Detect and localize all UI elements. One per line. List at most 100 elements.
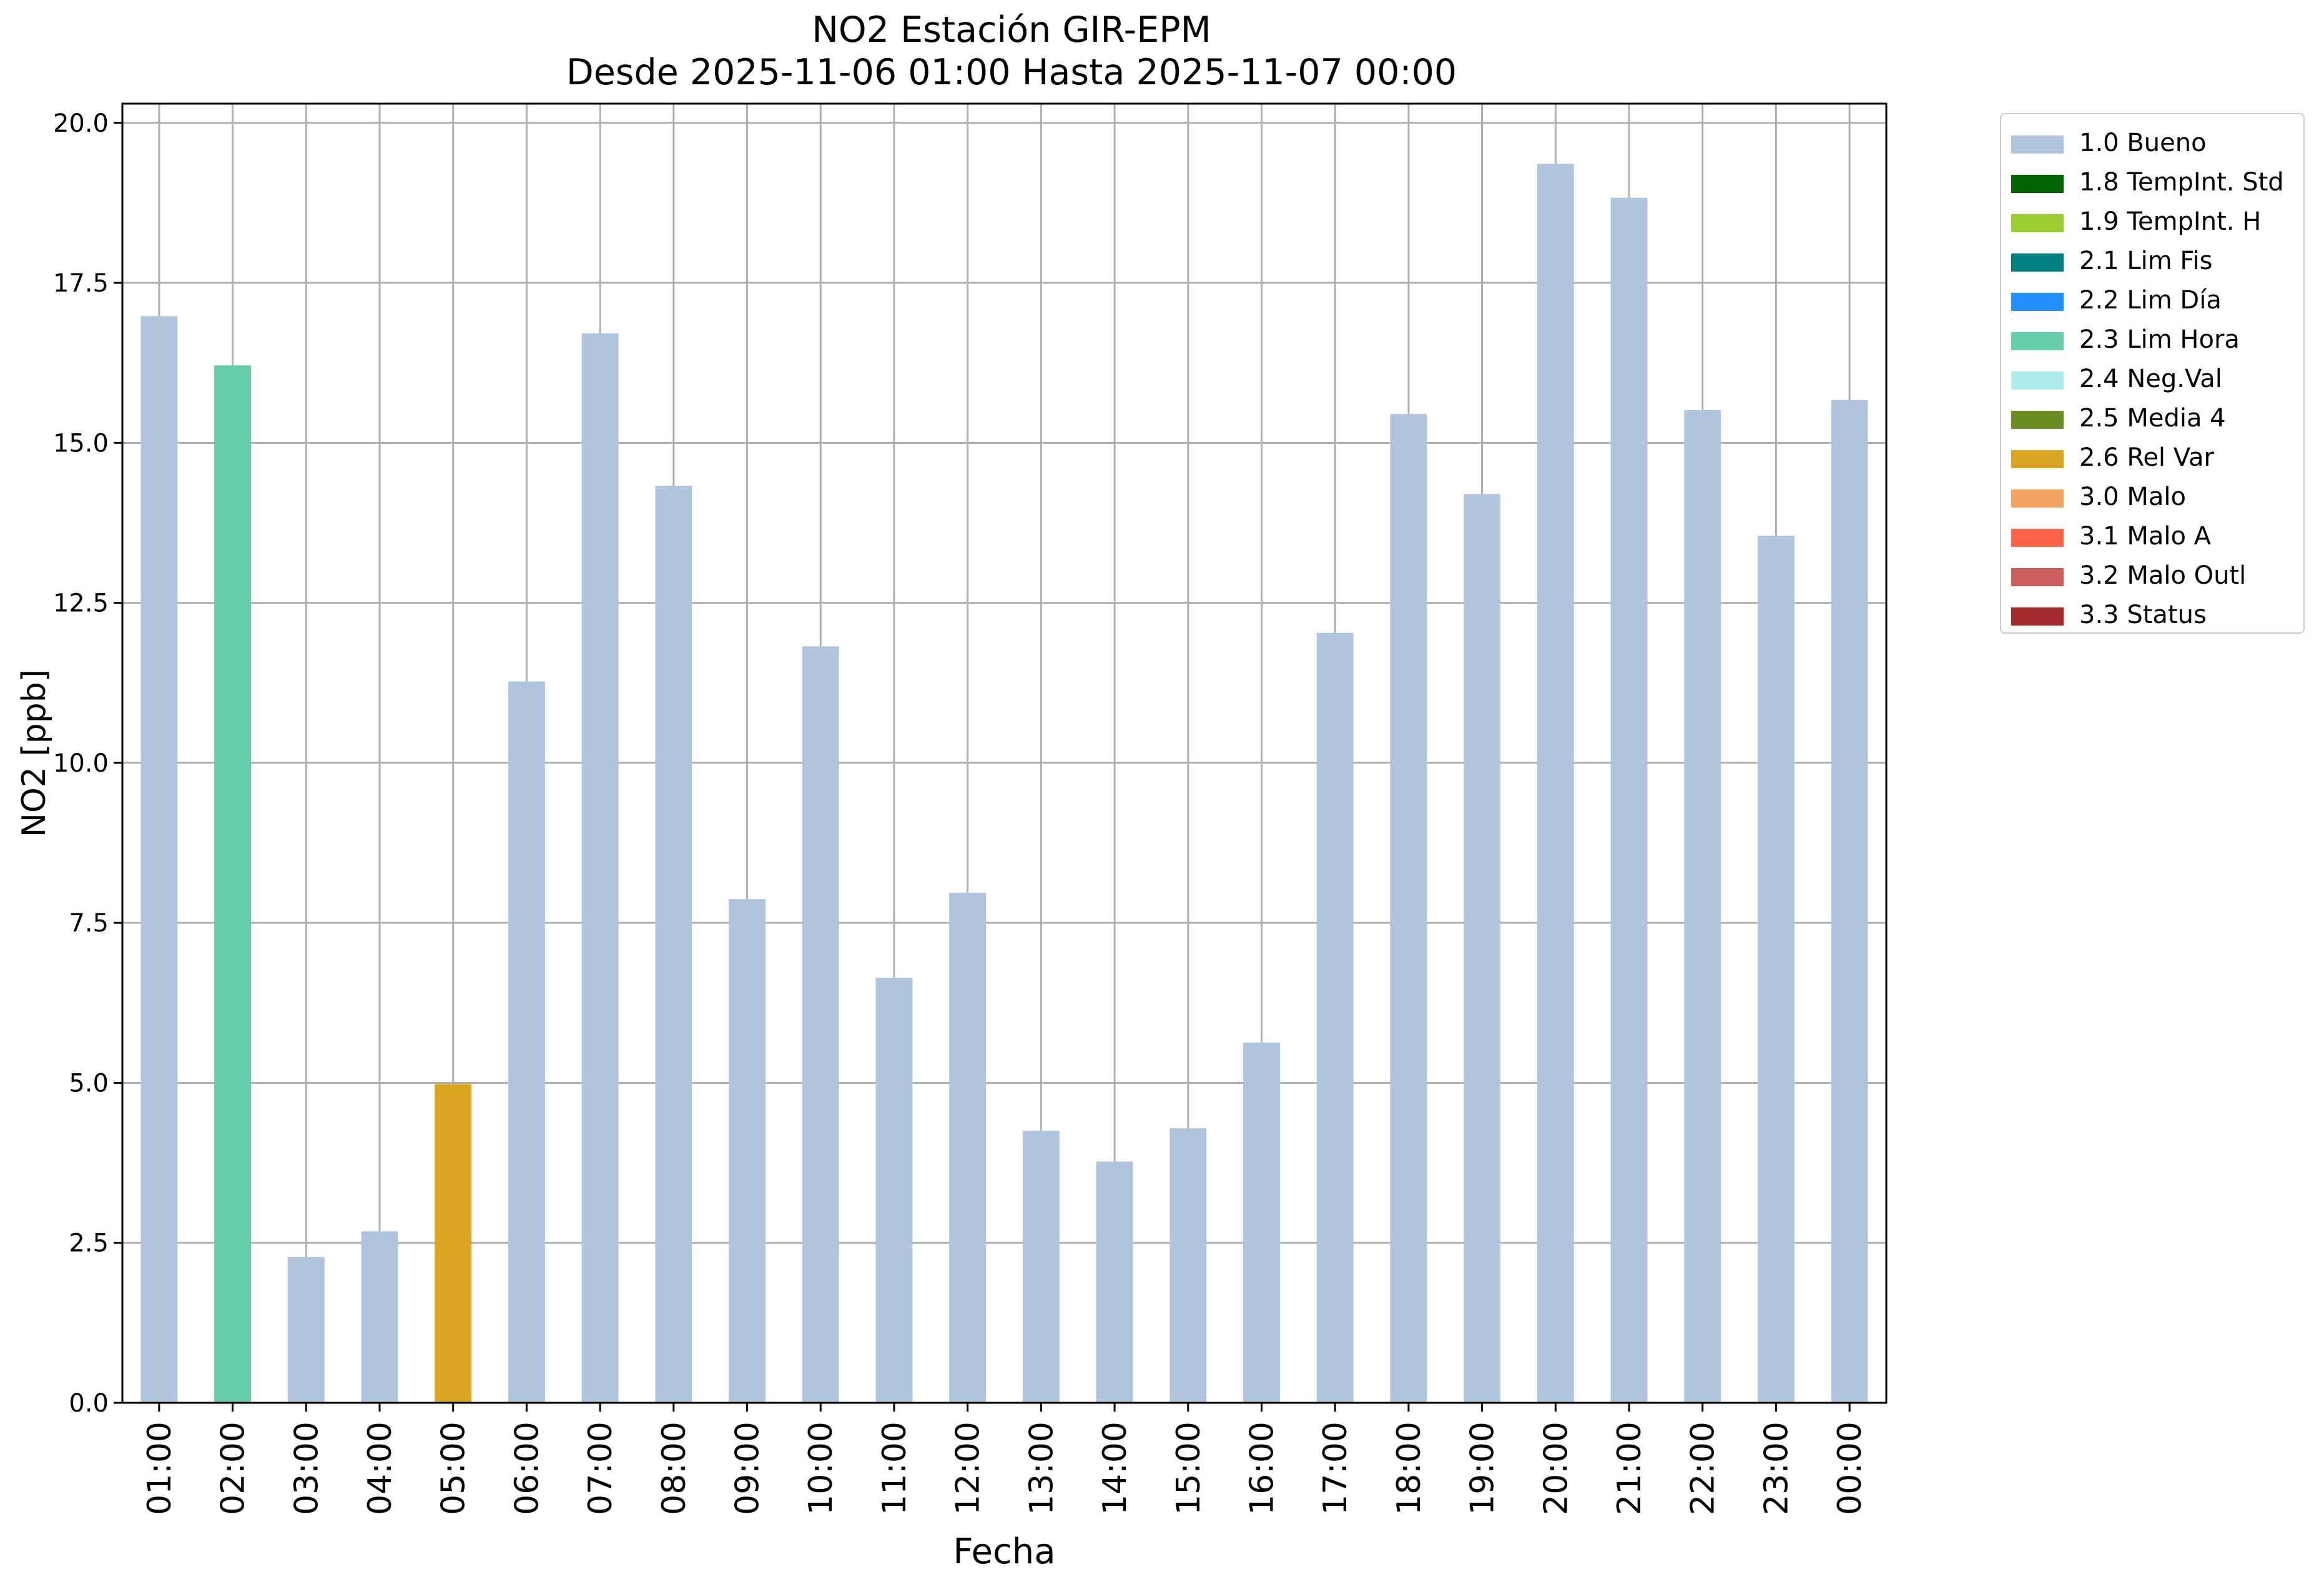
y-axis-label: NO2 [ppb] (16, 669, 53, 837)
bar-1800 (1390, 414, 1427, 1403)
legend-label: 3.0 Malo (2079, 483, 2186, 511)
x-tick-label: 11:00 (876, 1422, 913, 1515)
bar-0700 (581, 333, 619, 1403)
legend-item: 2.4 Neg.Val (2001, 359, 2303, 396)
bar-1300 (1022, 1131, 1060, 1403)
x-tick-label: 13:00 (1023, 1422, 1060, 1515)
bar-0200 (214, 365, 251, 1403)
x-tick-label: 03:00 (288, 1422, 325, 1515)
legend-item: 3.3 Status (2001, 595, 2303, 632)
legend-item: 3.1 Malo A (2001, 516, 2303, 554)
x-tick-label: 19:00 (1464, 1422, 1502, 1515)
legend-swatch (2011, 253, 2064, 272)
legend-label: 2.6 Rel Var (2079, 443, 2214, 472)
legend-item: 3.2 Malo Outl (2001, 556, 2303, 593)
legend-label: 3.2 Malo Outl (2079, 561, 2247, 590)
bar-1900 (1464, 494, 1501, 1403)
bar-0600 (508, 681, 545, 1403)
legend-label: 1.8 TempInt. Std (2079, 168, 2284, 197)
x-tick-label: 23:00 (1758, 1422, 1795, 1515)
x-tick-label: 05:00 (435, 1422, 473, 1515)
bar-2000 (1537, 164, 1574, 1403)
bar-2300 (1758, 535, 1795, 1403)
x-tick-label: 01:00 (141, 1422, 179, 1515)
x-tick-label: 14:00 (1096, 1422, 1134, 1515)
bar-0800 (655, 485, 692, 1403)
bar-1500 (1169, 1128, 1207, 1403)
legend-item: 2.6 Rel Var (2001, 438, 2303, 475)
bar-1700 (1316, 632, 1354, 1403)
x-tick-label: 09:00 (729, 1422, 767, 1515)
bar-2200 (1684, 410, 1721, 1403)
bar-0300 (287, 1257, 325, 1403)
x-tick-label: 12:00 (950, 1422, 987, 1515)
x-tick-label: 07:00 (582, 1422, 619, 1515)
bar-2100 (1610, 197, 1648, 1403)
legend: 1.0 Bueno 1.8 TempInt. Std 1.9 TempInt. H 2… (2000, 113, 2305, 634)
x-axis-label: Fecha (953, 1531, 1055, 1572)
bar-1200 (949, 892, 987, 1403)
y-tick-label: 2.5 (69, 1229, 109, 1258)
x-tick-label: 08:00 (656, 1422, 693, 1515)
legend-item: 1.9 TempInt. H (2001, 202, 2303, 239)
y-tick-label: 0.0 (69, 1389, 109, 1418)
legend-swatch (2011, 607, 2064, 626)
legend-swatch (2011, 489, 2064, 508)
y-tick-label: 7.5 (69, 909, 109, 938)
y-tick-label: 15.0 (53, 429, 109, 458)
legend-item: 3.0 Malo (2001, 477, 2303, 514)
x-ticks: 01:00 02:00 03:00 04:00 05:00 06:00 07:00 08:00… (141, 1403, 1869, 1515)
legend-swatch (2011, 332, 2064, 350)
legend-label: 2.2 Lim Día (2079, 286, 2222, 315)
y-tick-label: 5.0 (69, 1069, 109, 1098)
legend-label: 1.9 TempInt. H (2079, 207, 2262, 236)
bar-1100 (875, 978, 913, 1403)
y-ticks: 0.0 2.5 5.0 7.5 10.0 12.5 15.0 17.5 20.0 (53, 109, 122, 1418)
chart-subtitle: Desde 2025-11-06 01:00 Hasta 2025-11-07 … (566, 52, 1457, 93)
legend-swatch (2011, 135, 2064, 154)
legend-swatch (2011, 371, 2064, 390)
legend-swatch (2011, 214, 2064, 232)
y-tick-label: 12.5 (53, 589, 109, 618)
x-tick-label: 04:00 (362, 1422, 399, 1515)
chart-title: NO2 Estación GIR-EPM (812, 9, 1211, 51)
bar-0500 (435, 1084, 472, 1403)
legend-swatch (2011, 529, 2064, 547)
bar-0400 (361, 1231, 398, 1403)
legend-label: 2.4 Neg.Val (2079, 365, 2222, 393)
legend-label: 3.3 Status (2079, 601, 2207, 629)
x-tick-label: 22:00 (1685, 1422, 1722, 1515)
y-tick-label: 10.0 (53, 749, 109, 778)
legend-swatch (2011, 568, 2064, 586)
bar-1400 (1096, 1161, 1133, 1403)
legend-item: 1.8 TempInt. Std (2001, 162, 2303, 200)
legend-item: 2.5 Media 4 (2001, 398, 2303, 436)
legend-item: 2.2 Lim Día (2001, 280, 2303, 318)
x-tick-label: 16:00 (1243, 1422, 1281, 1515)
legend-label: 2.1 Lim Fis (2079, 247, 2213, 275)
bar-0000 (1831, 400, 1868, 1403)
legend-item: 2.3 Lim Hora (2001, 320, 2303, 357)
x-tick-label: 00:00 (1831, 1422, 1869, 1515)
legend-item: 1.0 Bueno (2001, 123, 2303, 160)
y-tick-label: 20.0 (53, 109, 109, 138)
legend-swatch (2011, 450, 2064, 468)
legend-swatch (2011, 293, 2064, 311)
bars (140, 164, 1868, 1403)
legend-swatch (2011, 175, 2064, 193)
bar-1600 (1243, 1042, 1280, 1403)
legend-swatch (2011, 411, 2064, 429)
bar-0100 (140, 316, 178, 1403)
x-tick-label: 10:00 (802, 1422, 840, 1515)
legend-label: 1.0 Bueno (2079, 129, 2207, 157)
x-tick-label: 20:00 (1537, 1422, 1575, 1515)
bar-0900 (729, 899, 766, 1403)
x-tick-label: 02:00 (215, 1422, 252, 1515)
bar-1000 (802, 646, 839, 1403)
x-tick-label: 18:00 (1391, 1422, 1428, 1515)
legend-label: 2.5 Media 4 (2079, 404, 2226, 433)
x-tick-label: 06:00 (508, 1422, 546, 1515)
x-tick-label: 17:00 (1317, 1422, 1354, 1515)
legend-label: 3.1 Malo A (2079, 522, 2212, 551)
